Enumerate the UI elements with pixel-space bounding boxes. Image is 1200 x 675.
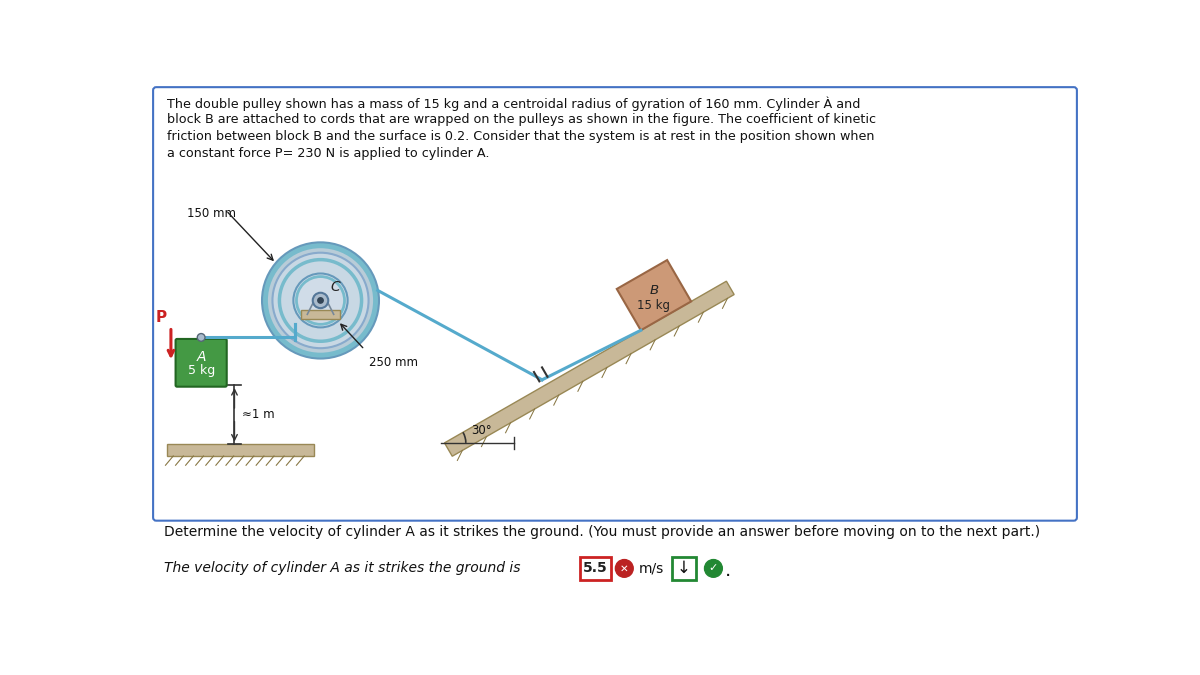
Circle shape [704, 560, 722, 577]
Text: 150 mm: 150 mm [187, 207, 236, 219]
Bar [580, 557, 611, 580]
Circle shape [616, 560, 634, 577]
Text: 5 kg: 5 kg [187, 364, 215, 377]
Text: A: A [197, 350, 206, 364]
Circle shape [197, 333, 205, 342]
Text: The double pulley shown has a mass of 15 kg and a centroidal radius of gyration : The double pulley shown has a mass of 15… [167, 97, 860, 111]
FancyBboxPatch shape [175, 339, 227, 387]
Bar [167, 444, 314, 456]
FancyBboxPatch shape [154, 87, 1076, 520]
Text: block B are attached to cords that are wrapped on the pulleys as shown in the fi: block B are attached to cords that are w… [167, 113, 876, 126]
Circle shape [272, 252, 368, 348]
Text: Determine the velocity of cylinder A as it strikes the ground. (You must provide: Determine the velocity of cylinder A as … [164, 525, 1040, 539]
Text: The velocity of cylinder A as it strikes the ground is: The velocity of cylinder A as it strikes… [164, 562, 521, 575]
Circle shape [318, 298, 323, 303]
Text: .: . [725, 561, 731, 580]
Polygon shape [444, 281, 734, 456]
Text: 30°: 30° [472, 424, 492, 437]
Bar [672, 557, 696, 580]
Text: ↓: ↓ [677, 560, 691, 577]
Text: ✕: ✕ [620, 564, 629, 573]
Bar [301, 310, 340, 319]
Text: B: B [649, 284, 659, 297]
Circle shape [293, 273, 348, 327]
Circle shape [313, 293, 329, 308]
Circle shape [263, 243, 379, 358]
Polygon shape [617, 260, 691, 330]
Text: 15 kg: 15 kg [637, 300, 671, 313]
Text: m/s: m/s [640, 562, 665, 575]
Text: friction between block B and the surface is 0.2. Consider that the system is at : friction between block B and the surface… [167, 130, 875, 143]
Text: ✓: ✓ [709, 564, 718, 573]
Text: P: P [156, 310, 167, 325]
Text: 250 mm: 250 mm [368, 356, 418, 369]
Text: C: C [330, 280, 341, 294]
Text: a constant force P= 230 N is applied to cylinder A.: a constant force P= 230 N is applied to … [167, 147, 490, 160]
Text: ≈1 m: ≈1 m [242, 408, 275, 421]
Text: 5.5: 5.5 [583, 562, 608, 575]
